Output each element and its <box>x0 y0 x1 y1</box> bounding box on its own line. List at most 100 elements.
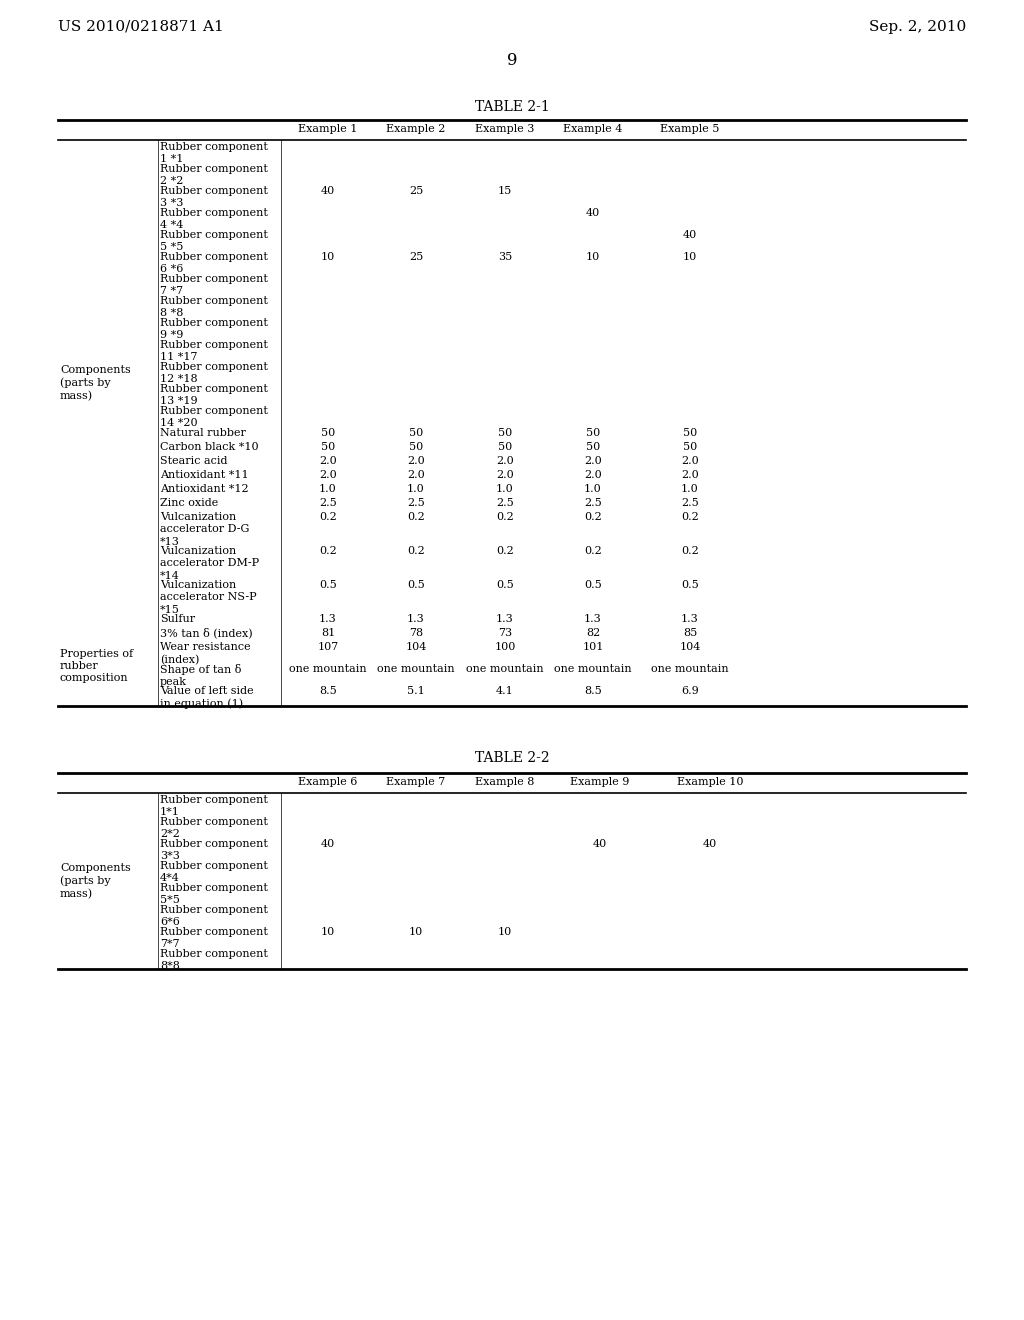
Text: one mountain: one mountain <box>554 664 632 675</box>
Text: 104: 104 <box>679 642 700 652</box>
Text: TABLE 2-2: TABLE 2-2 <box>475 751 549 766</box>
Text: 100: 100 <box>495 642 516 652</box>
Text: 0.2: 0.2 <box>681 546 698 556</box>
Text: 0.2: 0.2 <box>496 546 514 556</box>
Text: 78: 78 <box>409 628 423 638</box>
Text: Rubber component
5 *5: Rubber component 5 *5 <box>160 230 268 252</box>
Text: Zinc oxide: Zinc oxide <box>160 498 218 508</box>
Text: 0.5: 0.5 <box>584 579 602 590</box>
Text: Rubber component
1*1: Rubber component 1*1 <box>160 795 268 817</box>
Text: Example 9: Example 9 <box>570 777 630 787</box>
Text: 2.0: 2.0 <box>408 470 425 480</box>
Text: 10: 10 <box>586 252 600 261</box>
Text: 50: 50 <box>498 442 512 451</box>
Text: 8.5: 8.5 <box>584 686 602 696</box>
Text: 5.1: 5.1 <box>408 686 425 696</box>
Text: Stearic acid: Stearic acid <box>160 455 227 466</box>
Text: one mountain: one mountain <box>289 664 367 675</box>
Text: 0.2: 0.2 <box>408 546 425 556</box>
Text: Rubber component
11 *17: Rubber component 11 *17 <box>160 341 268 363</box>
Text: 40: 40 <box>586 209 600 218</box>
Text: 1.0: 1.0 <box>681 484 698 494</box>
Text: Rubber component
4 *4: Rubber component 4 *4 <box>160 209 268 231</box>
Text: Rubber component
5*5: Rubber component 5*5 <box>160 883 268 906</box>
Text: 1.3: 1.3 <box>584 614 602 624</box>
Text: Rubber component
2 *2: Rubber component 2 *2 <box>160 164 268 186</box>
Text: 50: 50 <box>586 428 600 438</box>
Text: Rubber component
3*3: Rubber component 3*3 <box>160 840 268 862</box>
Text: Vulcanization
accelerator DM-P
*14: Vulcanization accelerator DM-P *14 <box>160 546 259 581</box>
Text: Rubber component
12 *18: Rubber component 12 *18 <box>160 362 268 384</box>
Text: 2.0: 2.0 <box>681 470 698 480</box>
Text: 40: 40 <box>593 840 607 849</box>
Text: 2.0: 2.0 <box>319 470 337 480</box>
Text: 2.0: 2.0 <box>319 455 337 466</box>
Text: Components
(parts by
mass): Components (parts by mass) <box>60 366 131 401</box>
Text: 2.5: 2.5 <box>408 498 425 508</box>
Text: one mountain: one mountain <box>377 664 455 675</box>
Text: 50: 50 <box>321 442 335 451</box>
Text: 0.2: 0.2 <box>408 512 425 521</box>
Text: Example 2: Example 2 <box>386 124 445 135</box>
Text: 2.5: 2.5 <box>496 498 514 508</box>
Text: 2.0: 2.0 <box>584 455 602 466</box>
Text: Rubber component
7 *7: Rubber component 7 *7 <box>160 275 268 297</box>
Text: 1.3: 1.3 <box>681 614 698 624</box>
Text: 2.5: 2.5 <box>584 498 602 508</box>
Text: 50: 50 <box>586 442 600 451</box>
Text: 1.3: 1.3 <box>319 614 337 624</box>
Text: 0.2: 0.2 <box>319 512 337 521</box>
Text: 1.0: 1.0 <box>408 484 425 494</box>
Text: 0.5: 0.5 <box>496 579 514 590</box>
Text: Rubber component
13 *19: Rubber component 13 *19 <box>160 384 268 407</box>
Text: 82: 82 <box>586 628 600 638</box>
Text: 1.3: 1.3 <box>408 614 425 624</box>
Text: 2.0: 2.0 <box>681 455 698 466</box>
Text: 0.5: 0.5 <box>408 579 425 590</box>
Text: 8.5: 8.5 <box>319 686 337 696</box>
Text: Example 4: Example 4 <box>563 124 623 135</box>
Text: 1.0: 1.0 <box>584 484 602 494</box>
Text: Vulcanization
accelerator D-G
*13: Vulcanization accelerator D-G *13 <box>160 512 250 546</box>
Text: Rubber component
2*2: Rubber component 2*2 <box>160 817 268 840</box>
Text: 40: 40 <box>321 840 335 849</box>
Text: Example 6: Example 6 <box>298 777 357 787</box>
Text: 1.0: 1.0 <box>319 484 337 494</box>
Text: Rubber component
8 *8: Rubber component 8 *8 <box>160 296 268 318</box>
Text: Example 7: Example 7 <box>386 777 445 787</box>
Text: Example 8: Example 8 <box>475 777 535 787</box>
Text: 2.5: 2.5 <box>681 498 698 508</box>
Text: 50: 50 <box>498 428 512 438</box>
Text: 73: 73 <box>498 628 512 638</box>
Text: 10: 10 <box>321 927 335 937</box>
Text: 3% tan δ (index): 3% tan δ (index) <box>160 628 253 639</box>
Text: 0.5: 0.5 <box>681 579 698 590</box>
Text: 35: 35 <box>498 252 512 261</box>
Text: Rubber component
14 *20: Rubber component 14 *20 <box>160 407 268 429</box>
Text: 40: 40 <box>683 230 697 240</box>
Text: 2.0: 2.0 <box>408 455 425 466</box>
Text: 25: 25 <box>409 252 423 261</box>
Text: Example 10: Example 10 <box>677 777 743 787</box>
Text: 10: 10 <box>683 252 697 261</box>
Text: one mountain: one mountain <box>466 664 544 675</box>
Text: 2.0: 2.0 <box>584 470 602 480</box>
Text: 4.1: 4.1 <box>496 686 514 696</box>
Text: Rubber component
7*7: Rubber component 7*7 <box>160 927 268 949</box>
Text: Rubber component
6*6: Rubber component 6*6 <box>160 906 268 928</box>
Text: 10: 10 <box>498 927 512 937</box>
Text: Example 3: Example 3 <box>475 124 535 135</box>
Text: 50: 50 <box>409 442 423 451</box>
Text: Rubber component
9 *9: Rubber component 9 *9 <box>160 318 268 341</box>
Text: Antioxidant *11: Antioxidant *11 <box>160 470 249 480</box>
Text: 6.9: 6.9 <box>681 686 698 696</box>
Text: Rubber component
3 *3: Rubber component 3 *3 <box>160 186 268 209</box>
Text: 40: 40 <box>321 186 335 195</box>
Text: TABLE 2-1: TABLE 2-1 <box>475 100 549 114</box>
Text: Vulcanization
accelerator NS-P
*15: Vulcanization accelerator NS-P *15 <box>160 579 257 615</box>
Text: 2.0: 2.0 <box>496 455 514 466</box>
Text: Carbon black *10: Carbon black *10 <box>160 442 259 451</box>
Text: Rubber component
4*4: Rubber component 4*4 <box>160 861 268 883</box>
Text: 107: 107 <box>317 642 339 652</box>
Text: Sulfur: Sulfur <box>160 614 196 624</box>
